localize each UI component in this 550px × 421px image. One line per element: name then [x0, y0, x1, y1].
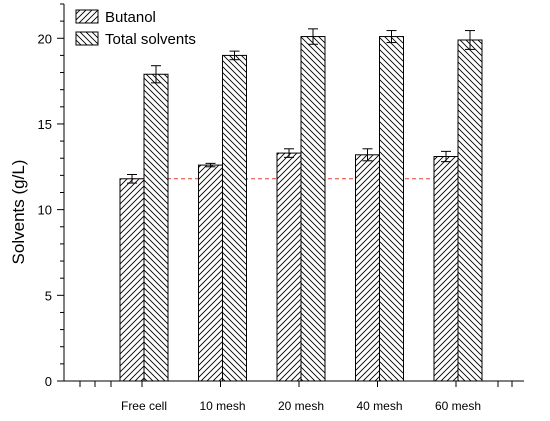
bar-butanol [433, 156, 459, 382]
y-axis-label: Solvents (g/L) [9, 160, 28, 265]
legend: Butanol Total solvents [75, 9, 196, 48]
legend-label: Total solvents [105, 31, 196, 48]
bars: Free cell 10 mesh 20 mesh 40 mesh 60 mesh [119, 28, 483, 413]
y-tick-label: 5 [45, 288, 52, 303]
bar-butanol [119, 178, 145, 382]
legend-label: Butanol [105, 9, 156, 26]
y-tick-label: 20 [38, 31, 52, 46]
bar-total-solvents [143, 73, 169, 382]
bar-butanol [355, 154, 380, 382]
x-category-label: 40 mesh [356, 399, 402, 413]
bar-total-solvents [300, 36, 326, 382]
legend-swatch [75, 9, 99, 24]
x-category-label: 60 mesh [435, 399, 481, 413]
y-tick-label: 15 [38, 117, 52, 132]
x-category-label: Free cell [121, 399, 167, 413]
x-category-label: 10 mesh [199, 399, 245, 413]
legend-swatch [75, 31, 99, 46]
bar-total-solvents [457, 39, 483, 382]
bar-total-solvents [222, 54, 247, 382]
bar-butanol [276, 152, 302, 382]
y-tick-label: 0 [45, 374, 52, 389]
bar-total-solvents [379, 36, 404, 382]
x-category-label: 20 mesh [278, 399, 324, 413]
bar-butanol [198, 164, 223, 382]
y-tick-label: 10 [38, 203, 52, 218]
